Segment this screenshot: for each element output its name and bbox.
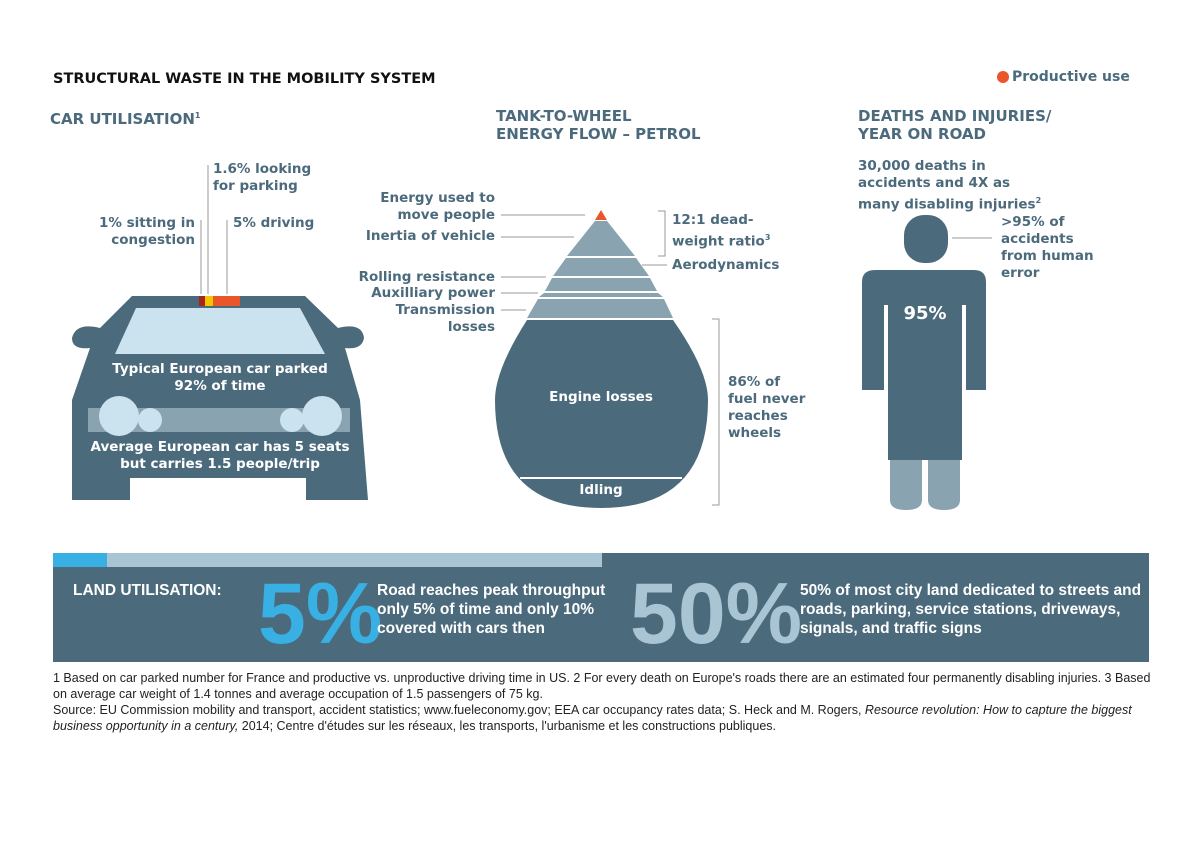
energy-heading: TANK-TO-WHEEL ENERGY FLOW – PETROL (496, 107, 701, 143)
congestion-label: 1% sitting in congestion (98, 215, 195, 248)
car-illustration (72, 165, 368, 500)
source-title: Resource revolution: How to capture the … (53, 703, 1132, 733)
car-heading: CAR UTILISATION1 (50, 107, 200, 128)
never-reaches-label: 86% of fuel never reaches wheels (728, 374, 806, 441)
productive-use-legend-dot (997, 71, 1009, 83)
ratio-label: 12:1 dead-weight ratio3 (672, 212, 772, 251)
source-pre: Source: EU Commission mobility and trans… (53, 703, 865, 717)
auxiliary-label: Auxilliary power (371, 285, 495, 301)
driving-label: 5% driving (233, 215, 315, 231)
human-error-label: >95% of accidents from human error (1001, 214, 1094, 281)
fifty-percent: 50% (630, 566, 803, 662)
aero-label: Aerodynamics (672, 257, 780, 273)
idling-label: Idling (579, 482, 623, 498)
deaths-heading-1: DEATHS AND INJURIES/ (858, 107, 1052, 125)
legend-label: Productive use (1012, 69, 1130, 85)
energy-heading-1: TANK-TO-WHEEL (496, 107, 632, 125)
deaths-summary-text: 30,000 deaths in accidents and 4X as man… (858, 158, 1036, 213)
deaths-summary: 30,000 deaths in accidents and 4X as man… (858, 158, 1048, 214)
person-illustration (862, 215, 992, 510)
source-post: 2014; Centre d'études sur les réseaux, l… (238, 719, 776, 733)
energy-drop (495, 210, 720, 508)
footnote-ref: 2 (1035, 196, 1042, 205)
inertia-label: Inertia of vehicle (365, 228, 495, 244)
footnote-text: 1 Based on car parked number for France … (53, 671, 1151, 701)
deaths-heading: DEATHS AND INJURIES/YEAR ON ROAD (858, 107, 1051, 143)
energy-heading-2: ENERGY FLOW – PETROL (496, 125, 701, 143)
light-strip (107, 553, 602, 567)
throughput-text: Road reaches peak throughput only 5% of … (377, 582, 606, 637)
footnotes: 1 Based on car parked number for France … (53, 670, 1153, 734)
looking-parking-label: 1.6% looking for parking (213, 161, 312, 194)
ratio-text: 12:1 dead-weight ratio (672, 212, 765, 250)
footnote-ref: 3 (764, 233, 771, 242)
ninety-five-percent: 95% (903, 303, 947, 324)
cyan-strip (53, 553, 107, 567)
transmission-label: Transmission losses (395, 302, 495, 335)
seats-label: Average European car has 5 seats but car… (90, 439, 350, 472)
car-heading-text: CAR UTILISATION (50, 110, 195, 128)
footnote-ref: 1 (194, 111, 201, 120)
land-utilisation-banner: LAND UTILISATION: 5% Road reaches peak t… (53, 553, 1149, 662)
page-title: STRUCTURAL WASTE IN THE MOBILITY SYSTEM (53, 71, 436, 87)
engine-losses-label: Engine losses (549, 389, 653, 405)
deaths-heading-2: YEAR ON ROAD (858, 125, 986, 143)
five-percent: 5% (258, 566, 383, 662)
city-land-text: 50% of most city land dedicated to stree… (800, 582, 1142, 637)
rolling-label: Rolling resistance (358, 269, 495, 285)
parked-label: Typical European car parked 92% of time (112, 361, 328, 394)
source-text: Source: EU Commission mobility and trans… (53, 702, 1153, 734)
land-label: LAND UTILISATION: (73, 582, 222, 599)
move-people-label: Energy used to move people (380, 190, 495, 223)
